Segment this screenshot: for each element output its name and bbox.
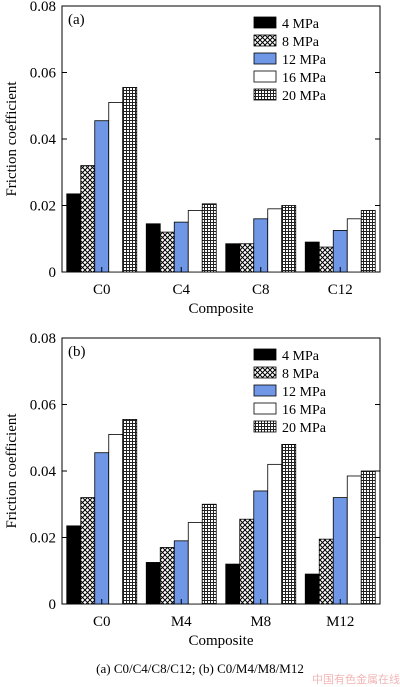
y-tick-label: 0.04 [30, 132, 57, 148]
x-tick-label: C4 [172, 282, 190, 298]
bar-4-mpa-c8 [225, 243, 241, 273]
bar-20-mpa-c0 [122, 419, 138, 605]
legend-label: 20 MPa [282, 421, 327, 436]
figure-caption: (a) C0/C4/C8/C12; (b) C0/M4/M8/M12 [96, 661, 304, 676]
bar-4-mpa-m8 [225, 563, 241, 605]
bar-8-mpa-c0 [80, 497, 96, 605]
bar-8-mpa-m12 [318, 538, 334, 605]
y-tick-label: 0.08 [30, 0, 56, 15]
x-tick-label: C12 [328, 282, 353, 298]
legend-label: 8 MPa [282, 35, 320, 50]
x-tick-label: C0 [93, 282, 111, 298]
bar-8-mpa-m4 [159, 547, 175, 605]
bar-8-mpa-c8 [239, 243, 255, 273]
x-tick-label: M12 [326, 614, 354, 630]
y-tick-label: 0.06 [30, 66, 57, 82]
y-tick-label: 0.06 [30, 398, 57, 414]
legend-swatch [253, 88, 277, 101]
bar-16-mpa-c0 [108, 102, 124, 273]
bar-4-mpa-m12 [304, 573, 320, 605]
bar-20-mpa-c12 [360, 210, 376, 273]
chart-panel-b: 0 0.02 0.04 0.06 0.08 Friction coefficient C0 M… [4, 331, 381, 649]
y-tick-label: 0 [49, 597, 57, 613]
y-tick-label: 0.02 [30, 531, 56, 547]
bar-12-mpa-c12 [332, 230, 348, 273]
bar-20-mpa-m4 [201, 503, 217, 605]
y-tick-label: 0.04 [30, 464, 57, 480]
bar-4-mpa-c0 [66, 193, 82, 273]
legend-label: 12 MPa [282, 53, 327, 68]
legend-swatch [253, 16, 277, 29]
bar-4-mpa-c12 [304, 241, 320, 273]
legend-label: 4 MPa [282, 349, 320, 364]
legend-swatch [253, 384, 277, 397]
bar-20-mpa-c0 [122, 87, 138, 273]
x-tick-label: C0 [93, 614, 111, 630]
bar-12-mpa-c8 [253, 218, 269, 273]
legend-label: 16 MPa [282, 403, 327, 418]
legend-swatch [253, 34, 277, 47]
bar-8-mpa-c12 [318, 246, 334, 273]
bar-20-mpa-m8 [281, 443, 297, 605]
bar-16-mpa-m8 [267, 463, 283, 605]
y-tick-label: 0.02 [30, 199, 56, 215]
bar-16-mpa-m12 [346, 475, 362, 605]
bar-16-mpa-c0 [108, 434, 124, 605]
bar-16-mpa-m4 [187, 522, 203, 605]
x-axis-label: Composite [188, 633, 253, 649]
chart-panel-a: 0 0.02 0.04 0.06 0.08 Friction coefficient C0 C… [4, 0, 381, 317]
bar-12-mpa-c0 [94, 120, 110, 273]
watermark-text: 中国有色金属在线 [312, 673, 400, 686]
y-axis-label: Friction coefficient [4, 81, 20, 197]
y-tick-label: 0.08 [30, 331, 56, 347]
y-axis-label: Friction coefficient [4, 413, 20, 529]
bar-4-mpa-m4 [145, 562, 161, 605]
bar-4-mpa-c4 [145, 223, 161, 273]
legend-swatch [253, 420, 277, 433]
legend-label: 4 MPa [282, 17, 320, 32]
legend-swatch [253, 402, 277, 415]
x-axis-label: Composite [188, 301, 253, 317]
legend-label: 20 MPa [282, 89, 327, 104]
legend-swatch [253, 70, 277, 83]
legend-swatch [253, 52, 277, 65]
x-tick-label: M4 [171, 614, 192, 630]
bar-12-mpa-m8 [253, 490, 269, 605]
legend-label: 16 MPa [282, 71, 327, 86]
bar-4-mpa-c0 [66, 525, 82, 605]
legend-swatch [253, 348, 277, 361]
panel-label: (a) [68, 12, 85, 28]
x-tick-label: M8 [250, 614, 271, 630]
bar-16-mpa-c4 [187, 210, 203, 273]
legend-label: 8 MPa [282, 367, 320, 382]
bar-12-mpa-c0 [94, 452, 110, 605]
legend-swatch [253, 366, 277, 379]
bar-8-mpa-c4 [159, 231, 175, 273]
bar-20-mpa-c4 [201, 203, 217, 273]
bar-8-mpa-m8 [239, 518, 255, 605]
bar-8-mpa-c0 [80, 165, 96, 273]
bar-20-mpa-c8 [281, 205, 297, 273]
bar-12-mpa-m12 [332, 497, 348, 605]
bar-16-mpa-c8 [267, 208, 283, 273]
bar-16-mpa-c12 [346, 218, 362, 273]
panel-label: (b) [68, 344, 86, 360]
bar-20-mpa-m12 [360, 470, 376, 605]
bar-12-mpa-c4 [173, 221, 189, 273]
x-tick-label: C8 [252, 282, 270, 298]
y-tick-label: 0 [49, 265, 57, 281]
bar-12-mpa-m4 [173, 540, 189, 605]
legend-label: 12 MPa [282, 385, 327, 400]
